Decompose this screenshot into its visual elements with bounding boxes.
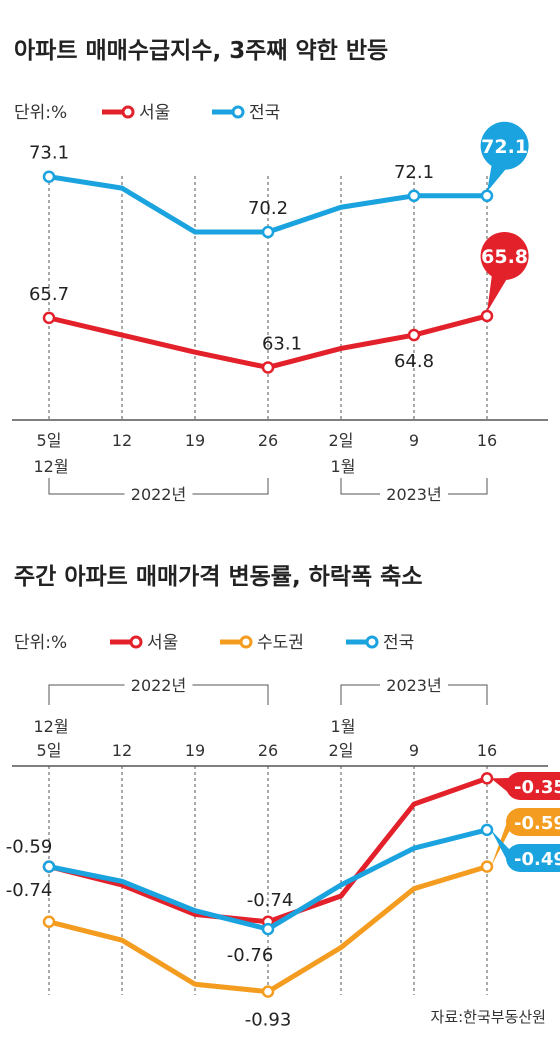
chart1-tick-label-1: 12	[112, 431, 132, 450]
chart2-callout-pill-1	[506, 808, 560, 836]
chart1-year-label-1: 2023년	[386, 485, 441, 504]
chart2-tick-label-6: 16	[477, 741, 497, 760]
chart1-point-1-3	[261, 225, 275, 239]
chart1-tick-label-6: 16	[477, 431, 497, 450]
chart2-month-label-0: 12월	[33, 717, 68, 736]
chart1-tick-label-3: 26	[258, 431, 278, 450]
chart1-legend-seoul: 서울	[139, 103, 170, 123]
chart1-year-bracket-right-0	[192, 478, 269, 495]
chart2-point-0-6	[480, 772, 494, 785]
chart2-callout-pill-2	[506, 844, 560, 872]
chart2-year-bracket-right-1	[448, 684, 488, 705]
chart1-callout-pointer-0	[487, 269, 509, 312]
chart2-value-label-0-0: -0.59	[6, 837, 53, 858]
chart2-year-label-1: 2023년	[386, 676, 441, 695]
chart2-series-0: -0.59 -0.74 -0.35	[6, 772, 560, 929]
chart2-tick-label-4: 2일	[329, 741, 354, 760]
chart2-year-bracket-left-1	[340, 684, 380, 705]
chart1-value-label-1-0: 73.1	[29, 143, 69, 164]
chart1-value-label-0-0: 65.7	[29, 284, 69, 305]
chart1-title: 아파트 매매수급지수, 3주째 약한 반등	[14, 38, 388, 64]
chart1-point-1-0	[42, 170, 56, 183]
chart1-value-label-1-3: 70.2	[248, 198, 288, 219]
chart2-tick-label-1: 12	[112, 741, 132, 760]
chart2-callout-label-0: -0.35	[514, 777, 560, 798]
chart2-legend-capital: 수도권	[257, 633, 304, 653]
chart2-value-label-1-3: -0.93	[245, 1010, 292, 1031]
chart1-legend-national: 전국	[249, 103, 280, 123]
chart1-series-0: 65.7 63.1 64.8 65.8	[29, 231, 529, 374]
chart1-tick-label-4: 2일	[329, 431, 354, 450]
chart1-point-1-6	[480, 189, 494, 203]
chart2-tick-label-2: 19	[185, 741, 205, 760]
chart1-legend: 서울 전국	[102, 103, 280, 123]
chart2-point-2-0	[42, 860, 56, 873]
chart2-year-label-0: 2022년	[131, 676, 186, 695]
chart1-tick-label-2: 19	[185, 431, 205, 450]
chart1-callout-label-1: 72.1	[481, 136, 528, 158]
chart2-callout-pointer-2	[491, 829, 510, 866]
chart2-value-label-0-3: -0.74	[247, 890, 294, 911]
chart2-value-label-1-0: -0.74	[6, 880, 53, 901]
chart2-point-1-6	[480, 860, 494, 873]
chart2-callout-pill-0	[506, 772, 560, 800]
chart1-year-bracket-left-1	[340, 478, 380, 495]
chart1-year-bracket-left-0	[48, 478, 125, 495]
chart1-callout-bubble-1	[480, 121, 529, 170]
source-note: 자료:한국부동산원	[431, 1008, 546, 1026]
chart2-point-2-6	[480, 823, 494, 837]
chart2-tick-label-3: 26	[258, 741, 278, 760]
chart2-tick-label-5: 9	[409, 741, 419, 760]
chart2-callout-label-2: -0.49	[514, 849, 560, 870]
chart2-unit: 단위:%	[14, 633, 67, 653]
chart2-year-bracket-right-0	[192, 684, 269, 705]
chart1-value-label-0-3: 63.1	[262, 333, 302, 354]
chart1-point-0-5	[407, 328, 421, 342]
chart1-point-0-3	[261, 361, 275, 374]
chart1-series-1: 73.1 70.2 72.1 72.1	[29, 121, 529, 239]
chart1-year-label-0: 2022년	[131, 485, 186, 504]
chart2-value-label-2-3: -0.76	[227, 945, 274, 966]
chart2-tick-label-0: 5일	[37, 741, 62, 760]
chart2-series-1: -0.74 -0.93 -0.59	[6, 808, 560, 1031]
chart2-legend-seoul: 서울	[147, 633, 178, 653]
chart1-point-0-0	[42, 311, 56, 325]
chart1-value-label-1-5: 72.1	[394, 162, 434, 183]
chart2-callout-label-1: -0.59	[514, 813, 560, 834]
chart1-tick-label-0: 5일	[37, 431, 62, 450]
chart1-callout-label-0: 65.8	[481, 246, 528, 268]
chart1-point-0-6	[480, 309, 494, 323]
chart2-point-2-3	[261, 922, 275, 936]
chart1-month-label-4: 1월	[331, 457, 356, 476]
chart2-callout-pointer-0	[491, 778, 510, 794]
chart1-callout-bubble-0	[480, 231, 529, 280]
chart2-point-1-0	[42, 915, 56, 929]
chart1-unit: 단위:%	[14, 103, 67, 123]
chart2-title: 주간 아파트 매매가격 변동률, 하락폭 축소	[14, 564, 423, 590]
chart1-year-bracket-right-1	[448, 478, 488, 495]
chart1-point-1-5	[407, 189, 421, 203]
chart1-value-label-0-5: 64.8	[394, 351, 434, 372]
chart1-month-label-0: 12월	[33, 457, 68, 476]
chart2-month-label-4: 1월	[331, 717, 356, 736]
chart2-point-1-3	[261, 985, 275, 998]
chart2-series-2: -0.76 -0.49	[42, 823, 560, 966]
chart1-tick-label-5: 9	[409, 431, 419, 450]
chart2-year-bracket-left-0	[48, 684, 125, 705]
chart2-legend-national: 전국	[383, 633, 414, 653]
chart2-legend: 서울 수도권 전국	[110, 633, 414, 653]
